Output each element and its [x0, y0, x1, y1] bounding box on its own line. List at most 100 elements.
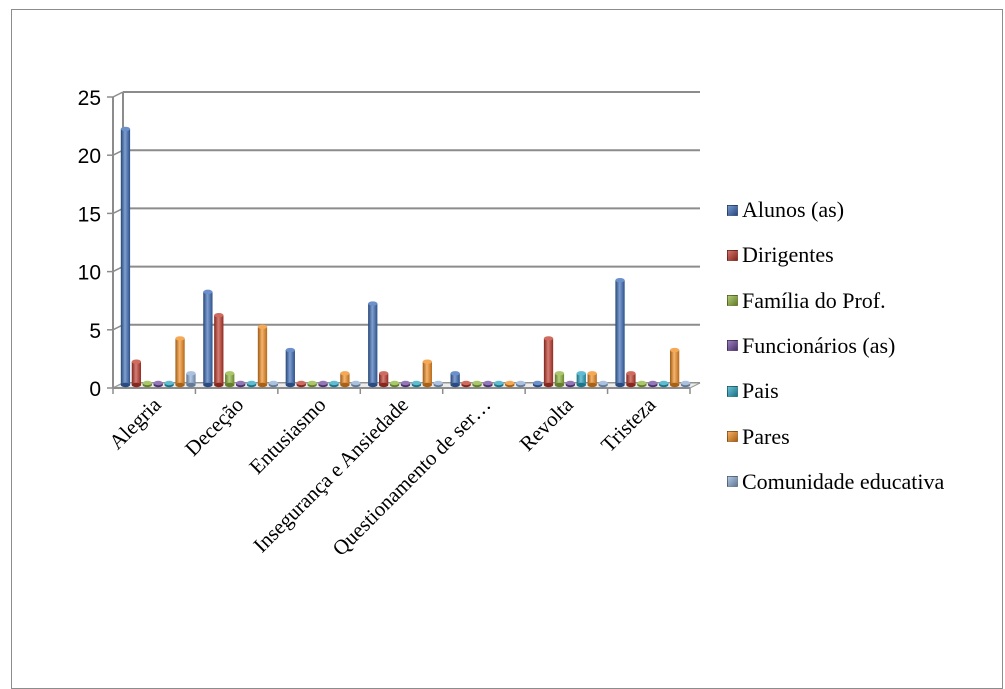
bar-pais-1 — [164, 380, 174, 388]
bar-cap — [669, 347, 680, 353]
bar-comunidade-educativa-7 — [680, 380, 691, 388]
bar-cap — [318, 380, 328, 386]
bar-cap — [532, 380, 543, 386]
y-tick-label: 15 — [78, 203, 101, 226]
bar-cap — [659, 380, 669, 386]
bar-base — [626, 382, 636, 388]
bar-body — [615, 280, 625, 385]
bar-body — [422, 361, 432, 385]
bar-fam-lia-do-prof--3 — [307, 380, 317, 388]
bar-body — [450, 373, 460, 385]
bar-cap — [422, 359, 432, 364]
legend-label: Dirigentes — [742, 242, 834, 268]
bar-cap — [576, 371, 586, 376]
bar-base — [186, 382, 196, 388]
x-tick-label: Revolta — [515, 392, 579, 456]
bar-pais-5 — [494, 380, 504, 388]
bar-base — [120, 382, 131, 388]
bar-body — [131, 361, 142, 385]
y-axis-ticks: 0 5 10 15 20 25 — [78, 87, 101, 401]
bar-cap — [411, 380, 422, 386]
bar-comunidade-educativa-6 — [598, 380, 608, 388]
legend-item: Comunidade educativa — [727, 467, 944, 497]
bar-pares-1 — [175, 336, 185, 388]
bar-cap — [153, 380, 163, 386]
bar-pais-3 — [329, 380, 339, 388]
bar-cap — [379, 371, 389, 376]
bar-fam-lia-do-prof--6 — [554, 371, 565, 388]
bar-base — [203, 382, 213, 388]
bar-pares-4 — [422, 359, 432, 388]
legend-label: Pares — [742, 423, 790, 449]
legend-label: Pais — [742, 378, 779, 404]
bar-body — [576, 373, 586, 385]
bar-cap — [389, 380, 400, 386]
y-tick-label: 25 — [78, 87, 101, 110]
bar-cap — [257, 324, 268, 329]
y-tick-label: 5 — [89, 320, 101, 343]
bar-body — [379, 373, 389, 385]
bar-base — [576, 382, 586, 388]
bar-body — [543, 338, 554, 385]
bar-cap — [203, 289, 213, 295]
bar-cap — [433, 380, 443, 386]
bar-dirigentes-4 — [379, 371, 389, 388]
bar-cap — [554, 371, 565, 376]
bar-cap — [368, 301, 378, 306]
legend-item: Família do Prof. — [727, 286, 886, 316]
bar-cap — [296, 380, 306, 386]
bar-cap — [680, 380, 691, 386]
bar-cap — [483, 380, 493, 386]
bar-base — [368, 382, 378, 388]
bar-fam-lia-do-prof--2 — [225, 371, 235, 388]
bar-pares-6 — [587, 371, 597, 388]
legend-item: Pares — [727, 422, 790, 452]
bar-cap — [131, 359, 142, 364]
legend-label: Família do Prof. — [742, 287, 886, 313]
bar-cap — [214, 312, 224, 318]
y-tick-label: 0 — [89, 378, 101, 401]
x-tick-label: Entusiasmo — [244, 393, 330, 479]
bar-funcion-rios-as--2 — [236, 380, 246, 388]
bar-dirigentes-1 — [131, 359, 142, 388]
legend-label: Comunidade educativa — [742, 468, 945, 494]
gridlines — [112, 91, 700, 389]
bar-base — [285, 382, 295, 388]
bar-base — [422, 382, 432, 388]
bar-cap — [340, 371, 350, 376]
bar-funcion-rios-as--1 — [153, 380, 163, 388]
bar-body — [214, 315, 224, 385]
bar-base — [175, 382, 185, 388]
legend-label: Alunos (as) — [742, 197, 845, 222]
bar-base — [450, 382, 460, 388]
bar-pais-6 — [576, 371, 586, 388]
bar-base — [554, 382, 565, 388]
x-tick-label: Questionamento de ser… — [328, 393, 496, 561]
bar-dirigentes-3 — [296, 380, 306, 388]
bar-comunidade-educativa-3 — [351, 380, 361, 388]
bar-cap — [120, 126, 131, 132]
bar-body — [225, 373, 235, 385]
bar-cap — [329, 380, 339, 386]
bar-cap — [587, 371, 597, 376]
bar-body — [368, 303, 378, 385]
bar-cap — [494, 380, 504, 386]
bar-cap — [626, 371, 636, 376]
bar-fam-lia-do-prof--1 — [142, 380, 152, 388]
bar-body — [669, 350, 680, 385]
legend-item: Dirigentes — [727, 240, 834, 270]
bar-funcion-rios-as--5 — [483, 380, 493, 388]
bar-dirigentes-5 — [461, 380, 471, 388]
bar-base — [131, 382, 142, 388]
legend-swatch — [727, 204, 738, 216]
bar-cap — [598, 380, 608, 386]
bar-cap — [615, 278, 625, 283]
bar-body — [554, 373, 565, 385]
x-tick-label: Alegria — [104, 392, 166, 454]
y-tick-label: 10 — [78, 262, 101, 285]
bar-body — [587, 373, 597, 385]
bar-cap — [637, 380, 647, 386]
bar-funcion-rios-as--7 — [648, 380, 658, 388]
bar-cap — [516, 380, 526, 386]
